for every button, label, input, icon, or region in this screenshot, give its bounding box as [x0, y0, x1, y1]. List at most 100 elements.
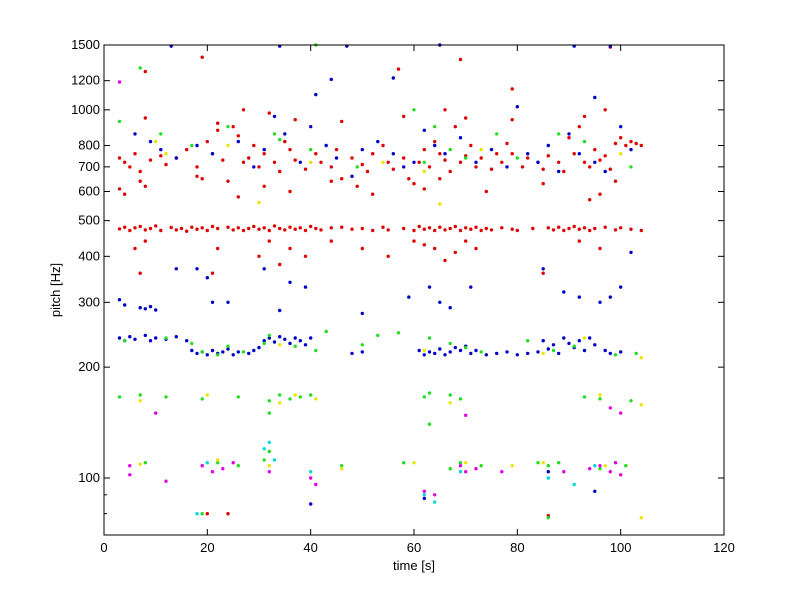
data-point-red — [443, 228, 447, 232]
data-point-red — [159, 228, 163, 233]
data-point-red — [210, 271, 215, 275]
data-point-red — [252, 143, 256, 148]
data-point-magenta — [200, 464, 204, 468]
data-point-magenta — [458, 464, 463, 468]
data-point-red — [262, 184, 266, 188]
data-point-blue — [221, 350, 225, 354]
data-point-red — [267, 228, 271, 233]
data-point-red — [598, 192, 602, 196]
data-point-red — [283, 139, 287, 144]
data-point-red — [329, 179, 333, 183]
data-point-magenta — [562, 470, 566, 474]
data-point-yellow — [340, 467, 344, 471]
data-point-yellow — [138, 462, 142, 466]
data-point-yellow — [257, 200, 261, 205]
data-point-yellow — [448, 401, 452, 405]
data-point-blue — [608, 295, 612, 299]
data-point-magenta — [464, 470, 468, 474]
data-point-red — [278, 169, 282, 174]
data-point-blue — [309, 125, 313, 129]
data-point-red — [138, 179, 142, 183]
data-point-blue — [588, 336, 592, 340]
data-point-magenta — [128, 473, 132, 477]
data-point-green — [629, 165, 633, 169]
data-point-red — [448, 169, 452, 174]
data-point-red — [402, 114, 406, 119]
data-point-red — [293, 227, 297, 231]
x-tick-label: 60 — [407, 540, 421, 555]
data-point-red — [138, 224, 142, 229]
data-point-blue — [505, 350, 509, 354]
data-point-red — [443, 258, 447, 263]
data-point-green — [309, 393, 313, 397]
data-point-red — [164, 162, 168, 167]
data-point-red — [386, 160, 390, 164]
data-point-red — [241, 160, 246, 164]
data-point-blue — [117, 336, 122, 340]
data-point-red — [427, 226, 432, 230]
x-tick-label: 80 — [510, 540, 524, 555]
data-point-blue — [562, 290, 566, 294]
y-tick-label: 200 — [78, 359, 100, 374]
data-point-blue — [376, 139, 380, 144]
data-point-green — [526, 339, 530, 343]
data-point-blue — [577, 295, 581, 299]
data-point-red — [629, 227, 633, 231]
data-point-red — [288, 225, 292, 229]
data-point-red — [319, 228, 323, 232]
data-point-blue — [252, 165, 256, 169]
data-point-red — [510, 87, 514, 91]
data-point-red — [484, 189, 488, 194]
data-point-red — [200, 55, 204, 59]
data-point-green — [164, 395, 168, 399]
data-point-green — [267, 449, 271, 454]
data-point-red — [138, 271, 142, 275]
data-point-red — [557, 160, 561, 164]
data-point-red — [593, 147, 597, 152]
data-point-green — [309, 147, 313, 152]
data-point-blue — [154, 308, 158, 312]
data-point-green — [448, 393, 452, 397]
data-point-red — [520, 165, 525, 169]
x-tick-label: 0 — [100, 540, 107, 555]
data-point-blue — [272, 340, 277, 344]
data-point-red — [639, 228, 643, 233]
data-point-red — [293, 118, 297, 122]
data-point-red — [303, 254, 308, 258]
data-point-green — [298, 395, 302, 399]
data-point-green — [427, 336, 432, 340]
data-point-blue — [252, 348, 256, 353]
data-point-red — [329, 239, 333, 243]
data-point-green — [355, 165, 359, 169]
data-point-blue — [117, 298, 122, 302]
data-point-blue — [185, 339, 189, 343]
data-point-red — [123, 160, 127, 164]
data-point-green — [138, 66, 142, 70]
data-point-blue — [391, 152, 395, 156]
data-point-green — [216, 353, 220, 357]
data-point-yellow — [541, 461, 545, 465]
data-point-green — [226, 125, 230, 129]
data-point-red — [179, 226, 184, 231]
data-point-red — [412, 182, 416, 186]
data-point-yellow — [278, 401, 282, 405]
data-point-green — [190, 341, 194, 346]
data-point-red — [226, 512, 230, 516]
data-point-blue — [262, 147, 266, 152]
data-point-magenta — [117, 80, 122, 84]
data-point-red — [143, 69, 147, 74]
data-point-blue — [546, 347, 550, 351]
data-point-blue — [443, 152, 447, 156]
data-point-red — [639, 143, 643, 148]
data-point-green — [634, 351, 638, 356]
data-point-red — [526, 156, 530, 160]
data-point-red — [138, 169, 142, 174]
data-point-green — [278, 137, 282, 142]
data-point-blue — [541, 339, 545, 343]
data-point-red — [458, 160, 463, 164]
data-point-green — [427, 391, 432, 395]
data-point-red — [433, 139, 437, 144]
data-point-yellow — [464, 461, 468, 465]
data-point-blue — [438, 347, 442, 351]
